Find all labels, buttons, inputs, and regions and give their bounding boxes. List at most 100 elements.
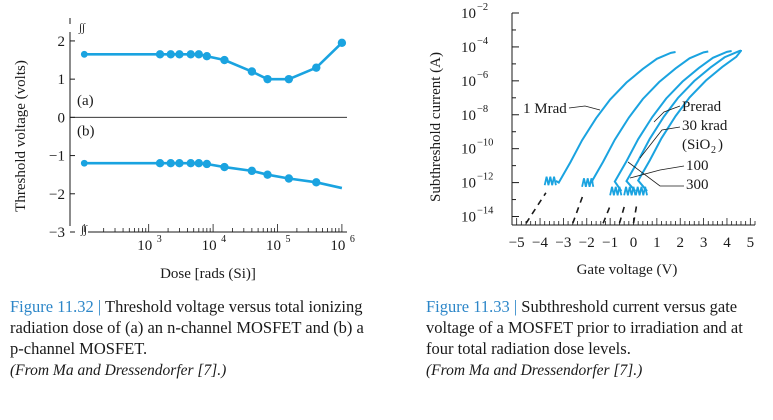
label-100: 100 [686,158,709,174]
y-tick-label: −3 [49,225,65,241]
data-point [202,159,212,169]
data-point [263,170,272,179]
x-tick-label: −1 [602,235,618,251]
data-point [220,55,229,65]
x-tick-label: 10 [266,238,281,254]
caption-source: (From Ma and Dressendorfer [7].) [426,362,643,379]
extrapolation-dash [602,202,613,224]
extrapolation-dash [571,194,585,224]
extrapolation-dash [525,192,547,224]
chart1-series: (a) (b) [77,38,347,190]
y-tick-label: 10 [461,74,476,90]
x-tick-label: −4 [532,235,548,251]
axis-break: ∫∫ [78,22,86,34]
series-line [613,50,732,192]
y-tick-label: 1 [58,72,66,88]
data-point [337,38,347,48]
leader-line [627,161,684,187]
data-point [263,74,272,84]
x-tick-label: 10 [330,238,345,254]
caption-separator: | [509,297,522,316]
x-tick-exponent: 4 [221,234,226,245]
y-tick-label: 10 [461,108,476,124]
chart2-x-axis-label: Gate voltage (V) [577,262,678,278]
noise-floor [634,186,648,196]
x-tick-label: 0 [630,235,638,251]
data-point [247,166,257,176]
label-sio2-subscript: 2 [711,145,716,156]
x-tick-label: 3 [700,235,708,251]
y-tick-label: −1 [49,149,65,165]
leader-line [568,105,601,111]
y-tick-label: 10 [461,40,476,56]
chart1-x-axis-label: Dose [rads (Si)] [160,266,256,282]
series-label: (a) [77,93,94,109]
data-point [80,50,88,58]
series-line [589,50,709,184]
caption-text: Subthreshold current versus gate voltage… [426,297,743,358]
x-tick-label: 5 [747,235,755,251]
data-point [155,50,165,59]
caption-number: Figure 11.32 [10,297,94,316]
data-point [312,178,321,187]
y-tick-exponent: −10 [477,138,493,149]
y-tick-exponent: −4 [477,36,489,47]
label-prerad: Prerad [682,99,722,115]
series-label: (b) [77,124,95,140]
caption-source: (From Ma and Dressendorfer [7].) [10,362,227,379]
data-point [166,50,175,59]
label-sio2: (SiO [682,137,711,153]
data-point [284,74,294,84]
data-point [166,159,175,168]
y-tick-label: 10 [461,210,476,226]
data-point [220,162,229,172]
chart1-y-axis-label: Threshold voltage (volts) [13,60,29,212]
figure-11-33-caption: Figure 11.33 | Subthreshold current vers… [426,296,771,381]
caption-text: Threshold voltage versus total ionizing … [10,297,364,358]
x-tick-label: 2 [676,235,684,251]
chart2-series: 1 Mrad Prerad 30 krad (SiO 2) 100 300 [523,49,742,224]
data-point [194,159,204,168]
data-point [186,50,195,59]
noise-floor [581,178,595,188]
x-tick-label: −3 [555,235,571,251]
chart2-y-axis-label: Subthreshold current (A) [428,52,444,202]
y-tick-label: 2 [58,34,66,50]
data-point [175,50,184,59]
y-tick-label: 10 [461,6,476,22]
y-tick-exponent: −14 [477,206,494,217]
noise-floor [543,176,557,186]
label-1-mrad: 1 Mrad [523,101,567,117]
data-point [312,63,321,72]
x-tick-exponent: 3 [157,234,162,245]
data-point [186,159,195,168]
data-point [194,50,204,59]
y-tick-exponent: −12 [477,172,493,183]
figure-11-32-caption: Figure 11.32 | Threshold voltage versus … [10,296,370,381]
extrapolation-dash [618,202,627,224]
caption-number: Figure 11.33 [426,297,510,316]
y-tick-exponent: −2 [477,2,488,13]
leader-line [653,105,681,123]
x-tick-label: 4 [723,235,731,251]
leader-line [639,126,681,159]
data-point [284,174,294,183]
noise-floor [623,186,637,196]
data-point [175,159,184,168]
y-tick-label: 10 [461,176,476,192]
y-tick-label: 10 [461,142,476,158]
x-tick-label: 10 [202,238,217,254]
label-30-krad: 30 krad [682,118,728,134]
series-line [625,49,742,192]
y-tick-label: −2 [49,187,65,203]
x-tick-label: 1 [653,235,661,251]
x-tick-label: −2 [579,235,595,251]
x-tick-exponent: 6 [350,234,355,245]
caption-separator: | [93,297,105,316]
label-sio2-close: ) [718,137,723,153]
y-tick-exponent: −8 [477,104,488,115]
y-tick-exponent: −6 [477,70,488,81]
